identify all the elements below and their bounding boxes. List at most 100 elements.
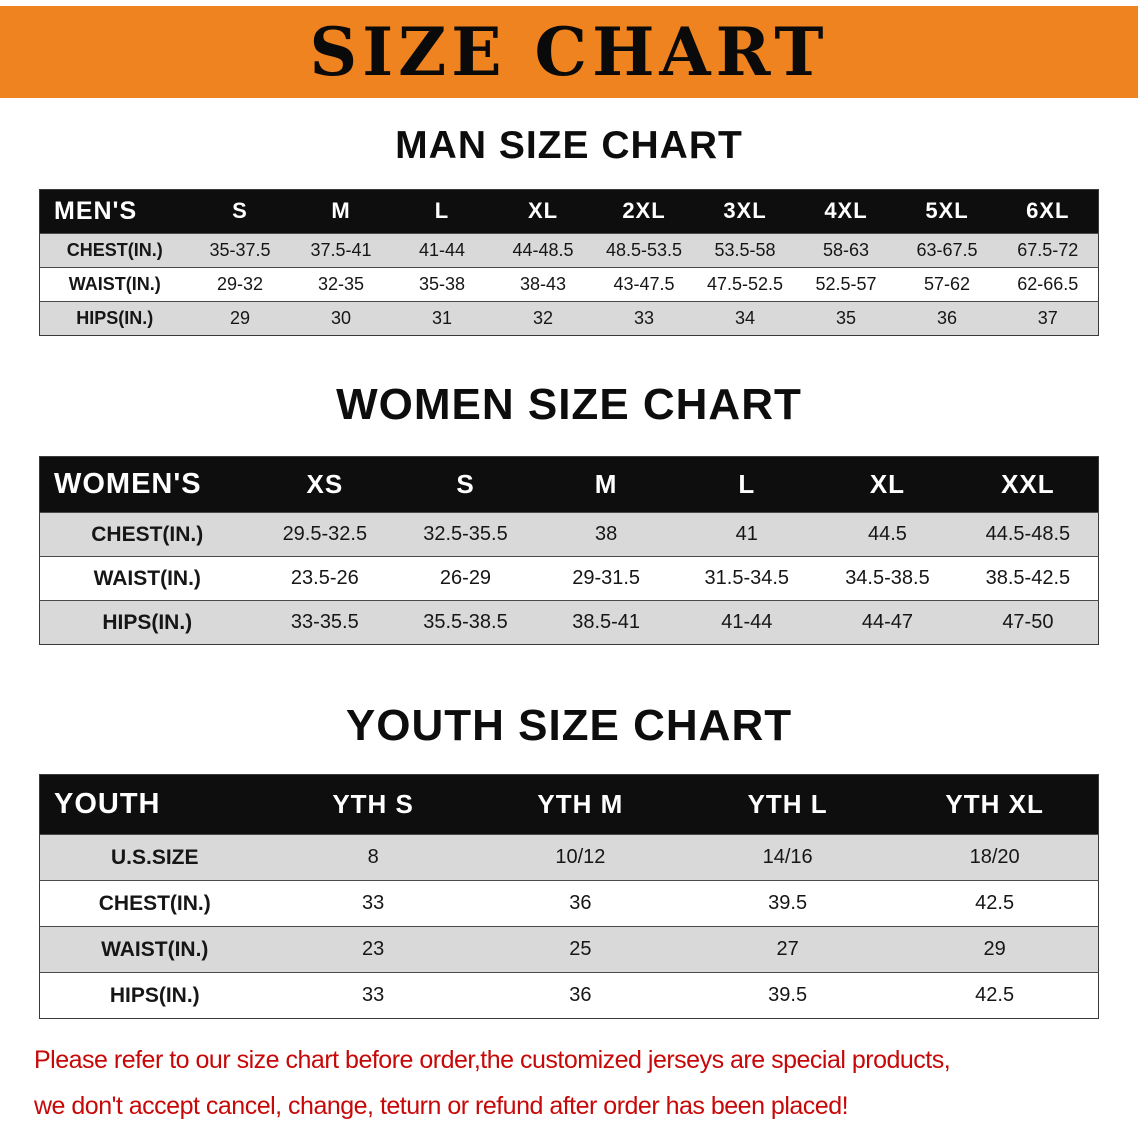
size-value: 67.5-72 [1017,239,1079,260]
size-column-header: S [395,456,536,513]
size-value: 14/16 [762,846,813,869]
size-column-header: XL [492,189,594,234]
table-title-cell: WOMEN'S [39,456,255,513]
size-value: 30 [330,307,352,328]
size-value: 8 [367,846,379,869]
size-column-header: 6XL [997,189,1099,234]
size-value: 34.5-38.5 [845,567,930,590]
size-column-header: YTH XL [891,774,1099,835]
size-value: 47.5-52.5 [706,273,784,294]
table-title-cell: YOUTH [39,774,270,835]
row-label: WAIST(IN.) [68,273,161,294]
table-row: HIPS(IN.) 29 30 31 32 33 34 35 36 37 [39,301,1099,336]
table-row: HIPS(IN.) 33-35.5 35.5-38.5 38.5-41 41-44 44-… [39,600,1099,645]
youth-section: YOUTH SIZE CHART YOUTH YTH S YTH M YTH L YTH… [39,701,1099,1020]
size-value: 39.5 [768,984,808,1007]
size-value: 29-32 [216,273,264,294]
size-value: 36 [569,984,592,1007]
size-column-header: 5XL [896,189,998,234]
size-value: 32.5-35.5 [423,523,508,546]
size-column-header: XXL [957,456,1099,513]
size-column-header: YTH M [476,774,684,835]
size-value: 31.5-34.5 [704,567,790,590]
table-header-row: YOUTH YTH S YTH M YTH L YTH XL [39,774,1099,835]
size-value: 44-48.5 [512,239,574,260]
size-value: 27 [776,938,799,961]
size-value: 35.5-38.5 [423,611,508,634]
size-value: 25 [569,938,592,961]
size-value: 34 [734,307,756,328]
size-value: 18/20 [969,846,1020,869]
table-title-cell: MEN'S [39,189,190,234]
womens-size-table: WOMEN'S XS S M L XL XXL CHEST(IN.) 29.5-32.5 32.5… [39,456,1099,646]
size-value: 33-35.5 [290,611,359,634]
size-column-header: XL [817,456,958,513]
size-value: 38.5-41 [572,611,641,634]
disclaimer-note: Please refer to our size chart before or… [34,1037,1138,1129]
size-column-header: XS [254,456,396,513]
size-value: 38-43 [519,273,567,294]
row-label: CHEST(IN.) [66,239,163,260]
size-value: 32 [532,307,554,328]
table-row: U.S.SIZE 8 10/12 14/16 18/20 [39,834,1099,881]
size-column-header: S [189,189,291,234]
size-value: 23.5-26 [290,567,359,590]
size-value: 33 [633,307,655,328]
size-value: 44.5-48.5 [985,523,1071,546]
size-column-header: M [535,456,677,513]
size-value: 38 [595,523,618,546]
size-column-header: YTH S [269,774,477,835]
size-value: 33 [362,892,385,915]
size-value: 44.5 [867,523,907,546]
row-label: WAIST(IN.) [101,937,209,961]
table-header-row: MEN'S S M L XL 2XL 3XL 4XL 5XL 6XL [39,189,1099,234]
table-row: WAIST(IN.) 29-32 32-35 35-38 38-43 43-47.5 47.… [39,267,1099,302]
size-value: 39.5 [768,892,808,915]
size-value: 26-29 [439,567,492,590]
size-chart-page: SIZE CHART MAN SIZE CHART MEN'S S M L XL 2XL 3… [0,6,1138,1129]
size-column-header: 3XL [694,189,796,234]
title-banner: SIZE CHART [0,6,1138,98]
size-value: 41-44 [721,611,773,634]
row-label: U.S.SIZE [110,845,199,869]
size-value: 62-66.5 [1017,273,1079,294]
size-value: 58-63 [822,239,870,260]
size-value: 35-38 [418,273,466,294]
row-label: HIPS(IN.) [76,307,154,328]
size-value: 29-31.5 [572,567,641,590]
disclaimer-line-1: Please refer to our size chart before or… [34,1046,951,1075]
size-value: 48.5-53.5 [605,239,683,260]
table-row: WAIST(IN.) 23 25 27 29 [39,926,1099,973]
mens-section: MAN SIZE CHART MEN'S S M L XL 2XL 3XL 4XL 5XL 6XL… [39,124,1099,336]
table-row: WAIST(IN.) 23.5-26 26-29 29-31.5 31.5-34.5 34… [39,556,1099,601]
table-row: CHEST(IN.) 33 36 39.5 42.5 [39,880,1099,927]
size-value: 35 [835,307,857,328]
size-value: 32-35 [317,273,365,294]
size-value: 10/12 [555,846,606,869]
row-label: CHEST(IN.) [91,522,204,546]
page-title: SIZE CHART [309,13,829,91]
size-value: 57-62 [923,273,971,294]
size-value: 41 [735,523,758,546]
size-value: 37.5-41 [310,239,372,260]
size-value: 42.5 [975,984,1015,1007]
size-value: 35-37.5 [209,239,271,260]
mens-section-heading: MAN SIZE CHART [395,124,743,167]
size-value: 38.5-42.5 [985,567,1071,590]
size-value: 53.5-58 [714,239,776,260]
size-column-header: L [676,456,818,513]
size-value: 29.5-32.5 [282,523,368,546]
row-label: WAIST(IN.) [93,566,201,590]
table-row: CHEST(IN.) 35-37.5 37.5-41 41-44 44-48.5 48.5… [39,233,1099,268]
table-row: HIPS(IN.) 33 36 39.5 42.5 [39,972,1099,1019]
size-value: 31 [431,307,453,328]
size-column-header: 4XL [795,189,897,234]
size-column-header: M [290,189,392,234]
size-column-header: YTH L [684,774,892,835]
size-value: 36 [936,307,958,328]
size-value: 52.5-57 [815,273,877,294]
size-column-header: L [391,189,493,234]
size-value: 23 [362,938,385,961]
youth-section-heading: YOUTH SIZE CHART [345,701,793,751]
youth-size-table: YOUTH YTH S YTH M YTH L YTH XL U.S.SIZE 8 10/12… [39,774,1099,1020]
